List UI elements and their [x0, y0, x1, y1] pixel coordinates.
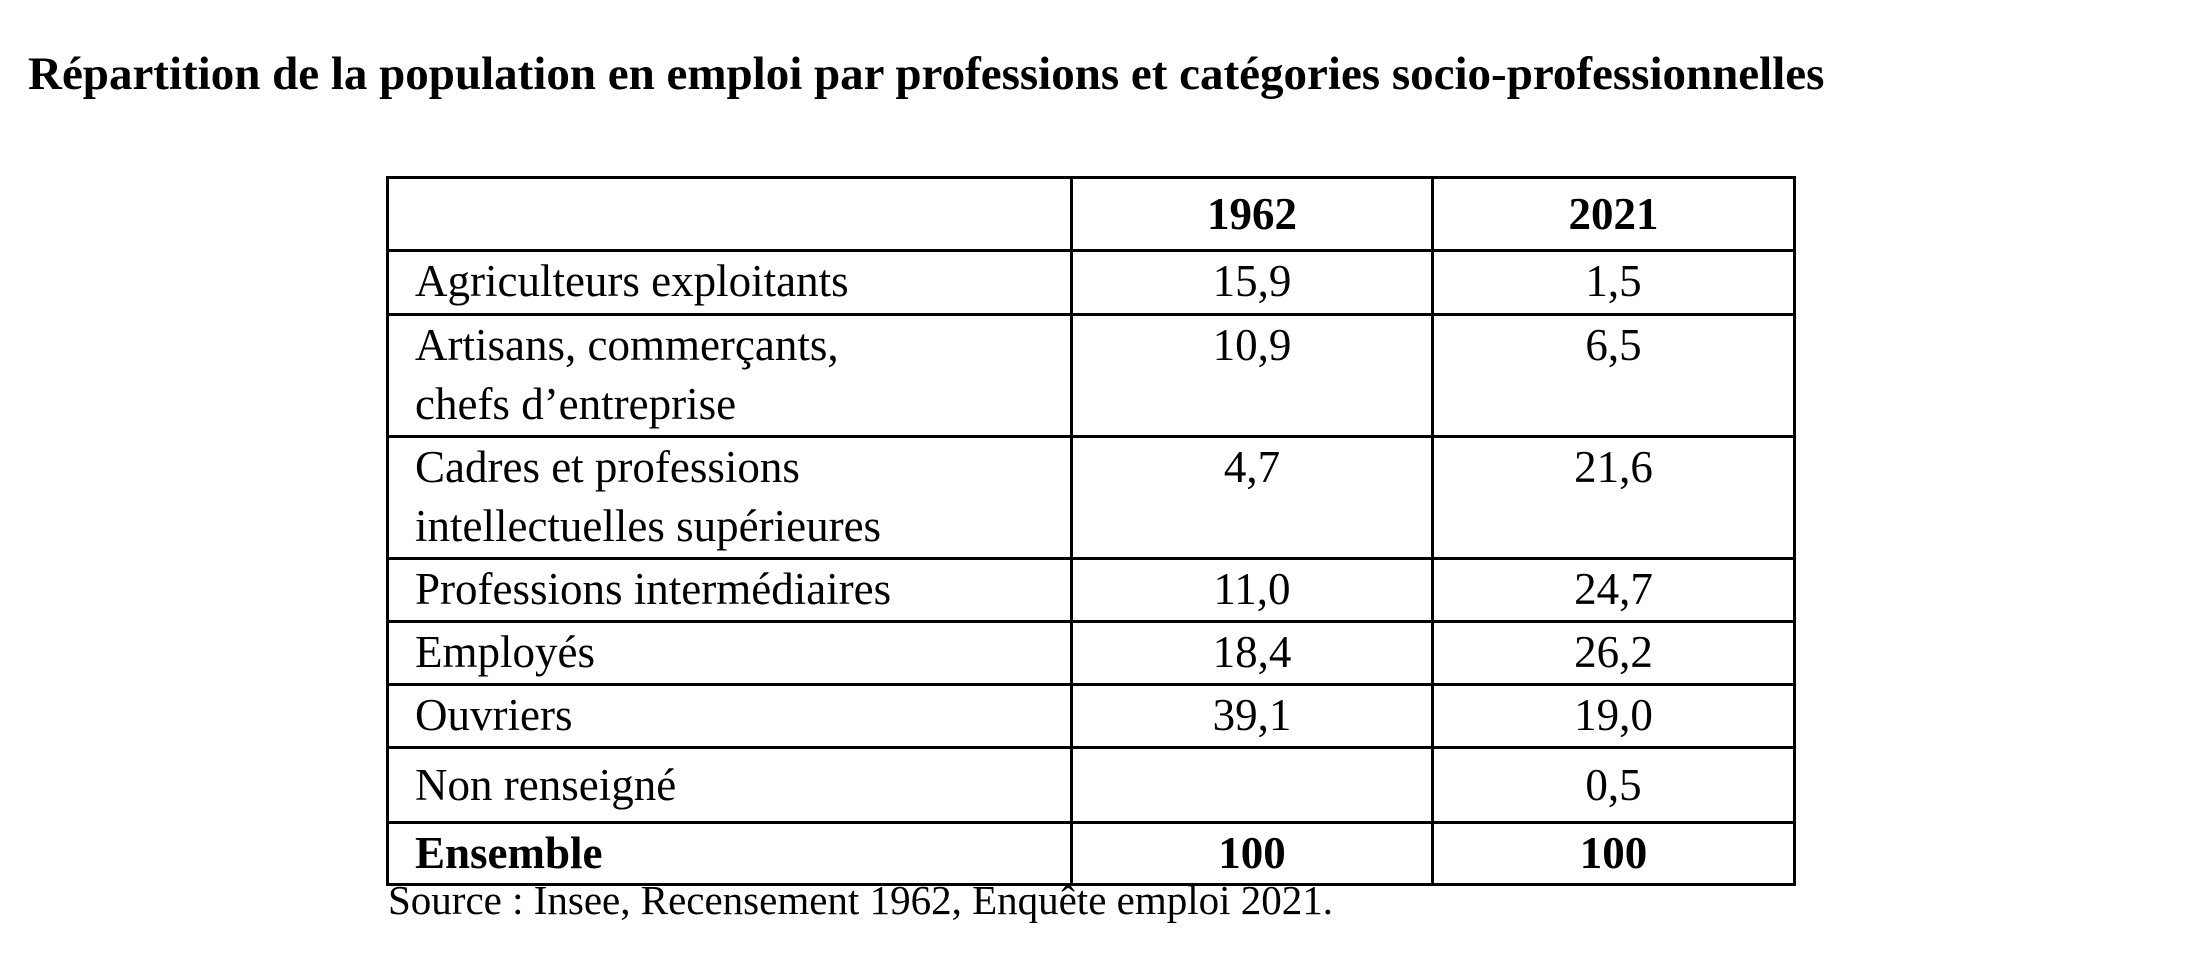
row-label-line: Employés [415, 627, 595, 677]
table-row: Ouvriers 39,1 19,0 [386, 683, 1796, 749]
total-label: Ensemble [386, 821, 1073, 886]
total-1962: 100 [1070, 821, 1434, 886]
row-label-line: Ouvriers [415, 690, 573, 740]
table-header-row: 1962 2021 [386, 176, 1796, 252]
row-label-line: intellectuelles supérieures [415, 501, 882, 551]
table-row: Non renseigné 0,5 [386, 746, 1796, 824]
value-1962: 39,1 [1070, 683, 1434, 749]
row-label: Non renseigné [386, 746, 1073, 824]
table-row: Artisans, commerçants, chefs d’entrepris… [386, 313, 1796, 438]
pcs-table-container: 1962 2021 Agriculteurs exploitants 15,9 … [386, 176, 1796, 886]
value-1962: 4,7 [1070, 435, 1434, 560]
total-2021: 100 [1431, 821, 1796, 886]
row-label-line: Artisans, commerçants, [415, 320, 839, 370]
source-note: Source : Insee, Recensement 1962, Enquêt… [388, 877, 1334, 923]
value-1962: 11,0 [1070, 557, 1434, 623]
row-label-line: Cadres et professions [415, 442, 800, 492]
document-title: Répartition de la population en emploi p… [28, 48, 1825, 100]
row-label: Cadres et professions intellectuelles su… [386, 435, 1073, 560]
header-year-1962: 1962 [1070, 176, 1434, 252]
value-1962: 15,9 [1070, 249, 1434, 316]
row-label: Professions intermédiaires [386, 557, 1073, 623]
value-2021: 24,7 [1431, 557, 1796, 623]
value-2021: 26,2 [1431, 620, 1796, 686]
row-label: Agriculteurs exploitants [386, 249, 1073, 316]
header-year-2021: 2021 [1431, 176, 1796, 252]
value-1962: 10,9 [1070, 313, 1434, 438]
table-row: Employés 18,4 26,2 [386, 620, 1796, 686]
value-1962: 18,4 [1070, 620, 1434, 686]
table-row: Agriculteurs exploitants 15,9 1,5 [386, 249, 1796, 316]
value-1962 [1070, 746, 1434, 824]
table-total-row: Ensemble 100 100 [386, 821, 1796, 886]
table-row: Professions intermédiaires 11,0 24,7 [386, 557, 1796, 623]
value-2021: 0,5 [1431, 746, 1796, 824]
row-label-line: Professions intermédiaires [415, 564, 892, 614]
row-label-line: Agriculteurs exploitants [415, 256, 849, 306]
pcs-employment-table: 1962 2021 Agriculteurs exploitants 15,9 … [386, 176, 1796, 886]
value-2021: 1,5 [1431, 249, 1796, 316]
row-label-line: Non renseigné [415, 759, 677, 810]
value-2021: 19,0 [1431, 683, 1796, 749]
table-row: Cadres et professions intellectuelles su… [386, 435, 1796, 560]
value-2021: 6,5 [1431, 313, 1796, 438]
row-label-line: chefs d’entreprise [415, 379, 737, 429]
row-label: Ouvriers [386, 683, 1073, 749]
value-2021: 21,6 [1431, 435, 1796, 560]
row-label: Employés [386, 620, 1073, 686]
header-empty-cell [386, 176, 1073, 252]
row-label: Artisans, commerçants, chefs d’entrepris… [386, 313, 1073, 438]
